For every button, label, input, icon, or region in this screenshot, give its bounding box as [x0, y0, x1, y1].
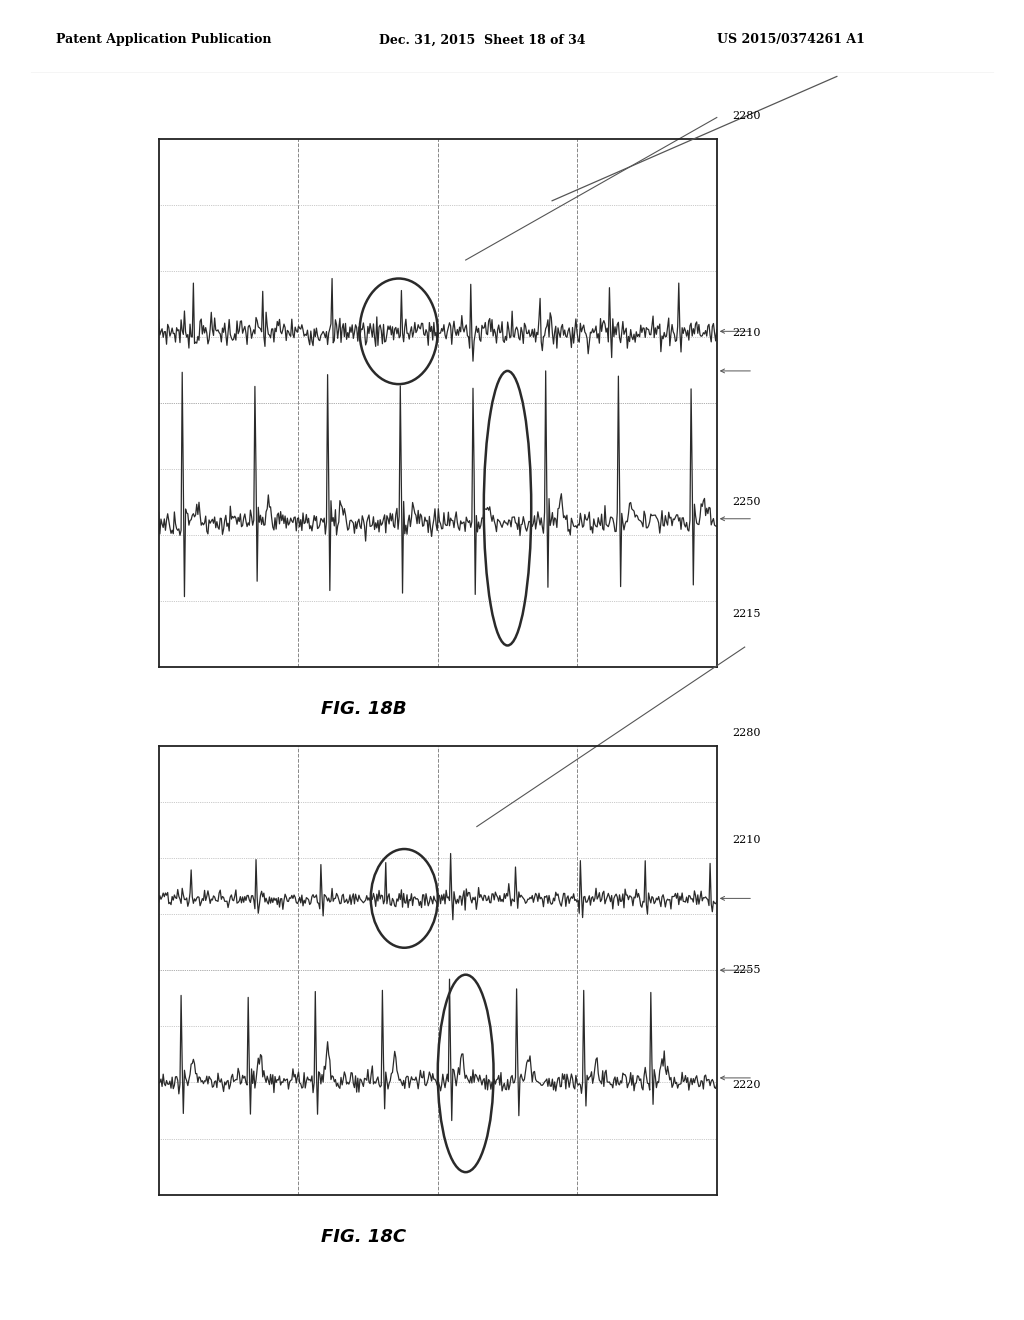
Text: Patent Application Publication: Patent Application Publication [56, 33, 271, 46]
Text: FIG. 18C: FIG. 18C [321, 1228, 407, 1246]
Text: 2215: 2215 [732, 609, 761, 619]
Text: 2250: 2250 [732, 496, 761, 507]
Text: Dec. 31, 2015  Sheet 18 of 34: Dec. 31, 2015 Sheet 18 of 34 [379, 33, 586, 46]
Text: 2280: 2280 [732, 111, 761, 121]
Text: 2220: 2220 [732, 1080, 761, 1090]
Text: 2255: 2255 [732, 965, 761, 975]
Text: FIG. 18B: FIG. 18B [321, 700, 407, 718]
Text: 2210: 2210 [732, 834, 761, 845]
Text: 2280: 2280 [732, 727, 761, 738]
Text: 2210: 2210 [732, 327, 761, 338]
Text: US 2015/0374261 A1: US 2015/0374261 A1 [717, 33, 864, 46]
